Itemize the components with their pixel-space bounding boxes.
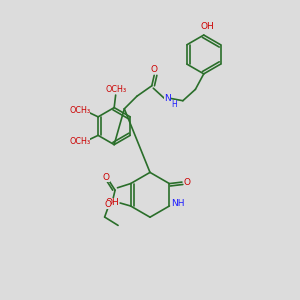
Text: OCH₃: OCH₃ — [105, 85, 126, 94]
Text: OH: OH — [105, 198, 119, 207]
Text: O: O — [104, 200, 111, 209]
Text: O: O — [151, 65, 158, 74]
Text: OCH₃: OCH₃ — [69, 137, 90, 146]
Text: O: O — [103, 172, 110, 182]
Text: OH: OH — [200, 22, 214, 31]
Text: OCH₃: OCH₃ — [69, 106, 90, 115]
Text: N: N — [164, 94, 171, 103]
Text: O: O — [184, 178, 191, 187]
Text: H: H — [171, 100, 177, 109]
Text: NH: NH — [172, 199, 185, 208]
